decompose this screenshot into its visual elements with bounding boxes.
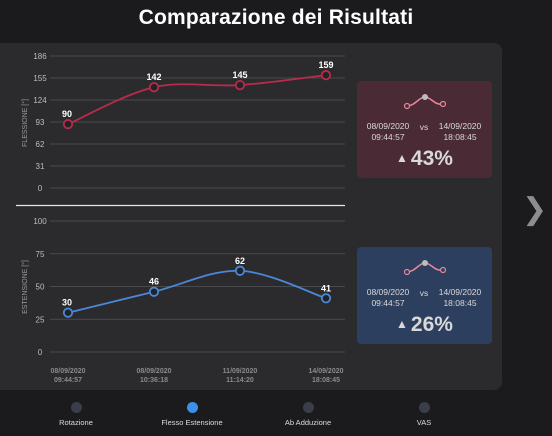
percent-value: 43%: [410, 147, 453, 170]
flessione-data-label: 159: [318, 60, 333, 70]
flessione-data-point[interactable]: [320, 70, 332, 81]
x-tick-date: 14/09/2020: [308, 368, 343, 375]
vs-label: vs: [419, 288, 429, 298]
flessione-axis-title: FLESSIONE [°]: [21, 99, 29, 147]
page-title: Comparazione dei Risultati: [138, 6, 414, 29]
flessione-summary-card: 08/09/2020 09:44:57 vs 14/09/2020 18:08:…: [357, 81, 492, 178]
estensione-series-line: [67, 269, 327, 314]
nav-label: VAS: [416, 418, 432, 427]
start-date: 08/09/2020: [366, 287, 410, 297]
start-date: 08/09/2020: [366, 121, 410, 131]
x-tick-time: 10:36:18: [140, 377, 168, 384]
flessione-data-label: 145: [232, 70, 247, 80]
flessione-y-tick: 124: [33, 96, 47, 105]
chevron-right-icon[interactable]: ❯: [522, 192, 548, 227]
estensione-data-point[interactable]: [234, 265, 246, 276]
estensione-y-tick: 0: [38, 348, 43, 357]
percent-change: ▲ 26%: [357, 313, 492, 337]
nav-label: Flesso Estensione: [161, 418, 223, 427]
up-arrow-icon: ▲: [396, 151, 408, 165]
flessione-y-tick: 155: [33, 74, 47, 83]
end-date: 14/09/2020: [438, 287, 482, 297]
flessione-y-tick: 186: [33, 52, 47, 61]
x-tick-time: 09:44:57: [54, 377, 82, 384]
start-time: 09:44:57: [371, 132, 405, 142]
nav-label: Rotazione: [59, 418, 93, 427]
up-arrow-icon: ▲: [396, 317, 408, 331]
flessione-y-tick: 0: [38, 184, 43, 193]
nav-dot[interactable]: [70, 402, 82, 413]
end-datetime: 14/09/2020 18:08:45: [431, 121, 489, 143]
estensione-axis-title: ESTENSIONE [°]: [21, 260, 29, 314]
flessione-series-line: [67, 74, 327, 125]
end-datetime: 14/09/2020 18:08:45: [431, 287, 489, 309]
flessione-data-point[interactable]: [62, 119, 74, 130]
estensione-data-point[interactable]: [148, 286, 160, 297]
estensione-y-tick: 50: [36, 283, 45, 292]
flessione-y-tick: 93: [36, 118, 45, 127]
start-time: 09:44:57: [371, 298, 405, 308]
estensione-data-point[interactable]: [320, 293, 332, 304]
start-datetime: 08/09/2020 09:44:57: [361, 287, 415, 309]
estensione-data-label: 41: [321, 283, 331, 293]
nav-dot[interactable]: [418, 402, 430, 413]
x-tick-time: 18:08:45: [312, 377, 340, 384]
estensione-summary-card: 08/09/2020 09:44:57 vs 14/09/2020 18:08:…: [357, 247, 492, 344]
flessione-y-tick: 62: [36, 140, 45, 149]
vs-label: vs: [419, 122, 429, 132]
estensione-data-label: 62: [235, 256, 245, 266]
nav-label: Ab Adduzione: [284, 418, 332, 427]
end-time: 18:08:45: [443, 298, 477, 308]
start-datetime: 08/09/2020 09:44:57: [361, 121, 415, 143]
estensione-data-label: 46: [149, 277, 159, 287]
percent-value: 26%: [410, 313, 453, 336]
estensione-data-label: 30: [62, 298, 72, 308]
nav-dot[interactable]: [186, 402, 198, 413]
end-time: 18:08:45: [443, 132, 477, 142]
flessione-data-label: 90: [62, 109, 72, 119]
estensione-data-point[interactable]: [62, 307, 74, 318]
flessione-y-tick: 31: [36, 162, 45, 171]
flessione-data-point[interactable]: [234, 79, 246, 91]
x-tick-date: 08/09/2020: [136, 368, 171, 375]
end-date: 14/09/2020: [438, 121, 482, 131]
estensione-y-tick: 100: [33, 217, 47, 226]
estensione-y-tick: 25: [36, 315, 45, 324]
nav-item-vas[interactable]: VAS: [374, 402, 474, 427]
x-tick-date: 11/09/2020: [223, 368, 258, 375]
estensione-y-tick: 75: [36, 250, 45, 259]
nav-item-ab-adduzione[interactable]: Ab Adduzione: [258, 402, 358, 427]
x-tick-time: 11:14:20: [226, 377, 254, 384]
flessione-data-point[interactable]: [148, 82, 160, 93]
x-tick-date: 08/09/2020: [50, 368, 85, 375]
percent-change: ▲ 43%: [357, 147, 492, 171]
nav-dot[interactable]: [302, 402, 314, 413]
nav-item-rotazione[interactable]: Rotazione: [26, 402, 126, 427]
mini-trend-icon: [403, 260, 447, 276]
flessione-data-label: 142: [146, 72, 161, 82]
nav-item-flesso-estensione[interactable]: Flesso Estensione: [142, 402, 242, 427]
mini-trend-icon: [403, 94, 447, 110]
